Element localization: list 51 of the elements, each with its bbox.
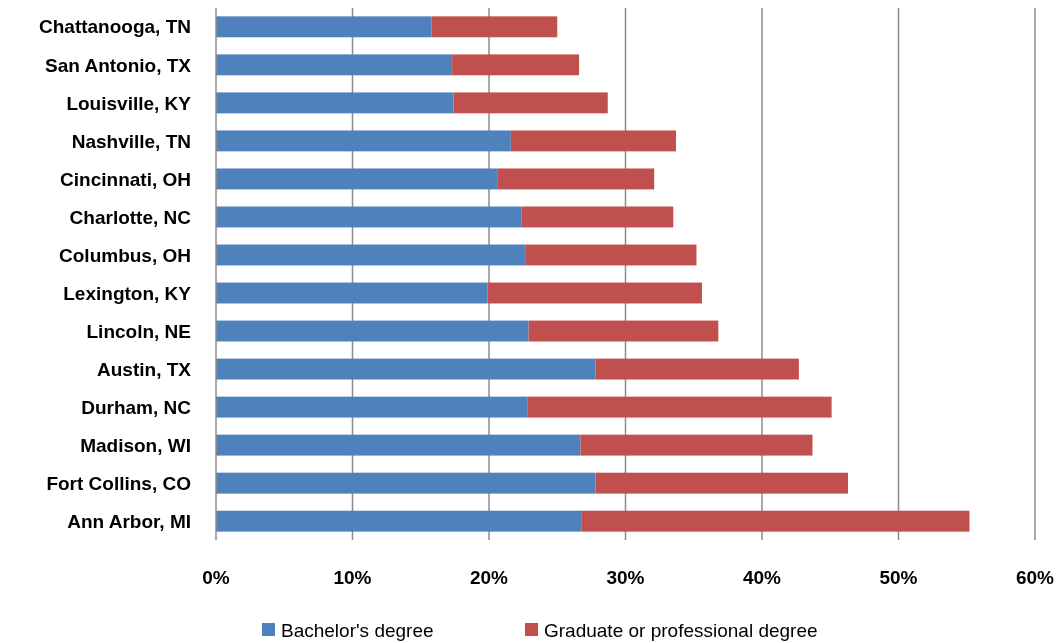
bar <box>528 320 719 342</box>
y-tick-label: Charlotte, NC <box>69 206 192 228</box>
y-tick-label: Durham, NC <box>81 396 192 418</box>
bar <box>580 434 813 456</box>
y-tick-label: Cincinnati, OH <box>60 168 191 190</box>
x-tick-label: 40% <box>742 567 782 588</box>
x-tick-label: 30% <box>606 567 645 588</box>
y-tick-label: Lincoln, NE <box>86 320 191 342</box>
bar <box>216 472 596 494</box>
bar <box>527 396 832 418</box>
bar <box>216 320 529 342</box>
y-tick-label: Chattanooga, TN <box>39 16 191 38</box>
bar <box>216 16 432 38</box>
bar <box>216 92 454 114</box>
y-tick-label: Nashville, TN <box>71 130 191 152</box>
bar <box>216 396 528 418</box>
x-tick-label: 10% <box>333 567 372 588</box>
bar <box>216 434 581 456</box>
bar <box>216 130 511 152</box>
bar <box>216 54 453 76</box>
bar <box>216 282 488 304</box>
bar <box>216 358 596 380</box>
bar <box>525 244 697 266</box>
y-tick-label: Louisville, KY <box>66 92 192 114</box>
y-tick-label: Fort Collins, CO <box>46 472 191 494</box>
bar <box>216 510 582 532</box>
bar <box>431 16 558 38</box>
x-tick-label: 60% <box>1015 567 1055 588</box>
bar <box>581 510 970 532</box>
bar <box>497 168 655 190</box>
bar <box>216 206 522 228</box>
y-tick-label: Ann Arbor, MI <box>67 510 191 532</box>
bar <box>487 282 702 304</box>
bar <box>595 472 848 494</box>
x-tick-label: 0% <box>202 567 230 588</box>
bar <box>521 206 674 228</box>
bar <box>595 358 799 380</box>
bar <box>453 92 608 114</box>
y-tick-label: Lexington, KY <box>63 282 192 304</box>
y-tick-label: Columbus, OH <box>59 244 191 266</box>
x-tick-label: 20% <box>469 567 509 588</box>
bar <box>216 244 526 266</box>
y-tick-label: Austin, TX <box>97 358 192 380</box>
y-tick-label: Madison, WI <box>80 434 191 456</box>
bar <box>510 130 677 152</box>
legend-label: Bachelor's degree <box>281 619 434 641</box>
bar <box>216 168 498 190</box>
bar <box>452 54 580 76</box>
x-tick-label: 50% <box>879 567 918 588</box>
y-tick-label: San Antonio, TX <box>44 54 192 76</box>
legend-label: Graduate or professional degree <box>544 619 818 641</box>
